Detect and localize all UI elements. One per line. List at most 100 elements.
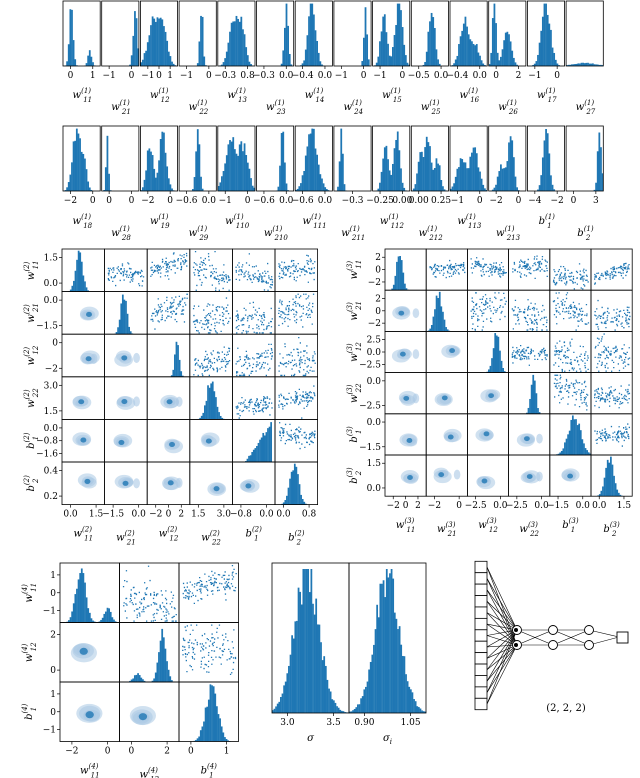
hist-bar — [222, 732, 225, 742]
density-core — [205, 438, 212, 444]
x-tick-label: −1 — [373, 71, 386, 81]
density-contour — [175, 396, 183, 407]
x-tick-label: −0.8 — [230, 510, 252, 520]
hist-bar — [309, 133, 312, 191]
hist-bar — [224, 737, 226, 742]
hist-bar — [135, 18, 138, 66]
hist-bar — [293, 463, 296, 505]
hist-bar — [229, 140, 231, 191]
x-tick-label: 2 — [415, 501, 421, 511]
hist-bar — [577, 63, 580, 66]
hist-bar — [300, 604, 303, 713]
cell-1-0 — [384, 289, 427, 332]
hist-bar — [76, 259, 78, 292]
hist-panel-w29 — [178, 125, 217, 192]
hist-bar — [163, 26, 165, 66]
density-core — [84, 478, 91, 484]
y-tick-label: −2.5 — [359, 402, 381, 412]
cell-2-2 — [178, 681, 239, 742]
x-tick-label: 0 — [245, 196, 251, 206]
density-contour — [412, 393, 420, 404]
hist-bar — [121, 294, 124, 335]
edge — [486, 623, 518, 646]
hist-bar — [246, 162, 249, 191]
diag-hist — [61, 248, 105, 292]
x-tick-label: −1 — [102, 71, 115, 81]
x-tick-label: 0.00 — [392, 196, 412, 206]
hist-bar — [233, 21, 236, 67]
cell-4-1 — [104, 418, 148, 463]
noise-histograms: 3.0 3.5 σ 0.90 1.05 σi — [271, 562, 427, 746]
hist-bar — [295, 466, 298, 505]
hist-bar — [414, 701, 417, 713]
density-contour — [133, 396, 140, 407]
hist-bar — [171, 61, 173, 66]
hist-bar — [196, 738, 199, 742]
cell-1-2 — [466, 289, 509, 332]
hist-bar — [382, 16, 385, 67]
x-axis-label-b2: b(3) 2 — [603, 521, 620, 538]
hist-bar — [75, 128, 78, 191]
hist-bar — [153, 18, 156, 66]
hist-bar — [366, 681, 369, 713]
scatter-points — [594, 384, 631, 409]
input-node — [474, 617, 488, 631]
hist-bar — [383, 14, 386, 66]
hist-bar — [475, 153, 478, 191]
hist-bar — [251, 185, 254, 191]
hist-bar — [69, 617, 72, 623]
hist-bar — [69, 9, 72, 66]
y-tick-label: 0 — [50, 589, 56, 599]
density-core — [398, 310, 405, 316]
x-axis-label-w11: w(4) 11 — [80, 763, 100, 778]
hist-bar — [79, 252, 82, 292]
diag-hist — [119, 622, 180, 683]
cell-2-1 — [119, 681, 180, 742]
hist-bar — [313, 614, 316, 713]
hist-bar — [317, 52, 320, 66]
hist-bar — [435, 158, 438, 191]
hist-bar — [221, 176, 223, 191]
hist-bar — [108, 173, 110, 191]
scatter-points — [470, 257, 507, 278]
hist-bar — [383, 147, 386, 191]
hist-bar — [290, 64, 293, 66]
hist-bar — [424, 147, 427, 191]
hist-bar — [213, 391, 216, 420]
hist-bar — [158, 652, 160, 682]
hist-bar — [167, 51, 170, 66]
hist-bar — [382, 158, 385, 191]
hist-bar — [511, 140, 514, 191]
hist-bar — [541, 16, 544, 66]
hist-bar — [277, 186, 280, 191]
x-axis-label-w12: w(4)12 — [139, 767, 159, 778]
hist-bar — [221, 417, 224, 420]
hist-bar — [303, 170, 306, 191]
hist-panel-w26 — [488, 0, 527, 67]
hist-bar — [208, 387, 211, 420]
hist-bar — [364, 7, 367, 67]
hist-bar — [238, 21, 241, 66]
hist-bar — [302, 569, 305, 713]
hist-bar — [238, 144, 241, 191]
hist-bar — [222, 171, 225, 191]
x-tick-label: −0.4 — [447, 71, 469, 81]
hist-bar — [391, 288, 394, 291]
hist-bar — [491, 189, 494, 191]
edge — [486, 629, 518, 693]
x-tick-label: 0 — [571, 196, 577, 206]
x-tick-label: 0 — [516, 196, 522, 206]
hist-bar — [142, 679, 144, 682]
hist-bar — [413, 699, 415, 713]
panel-frame — [178, 681, 239, 742]
hist-bar — [158, 18, 160, 66]
y-tick-label: 1.5 — [44, 407, 59, 417]
hist-bar — [512, 157, 515, 191]
hist-bar — [429, 21, 431, 67]
edge — [486, 589, 518, 646]
hist-bar — [203, 56, 206, 66]
hist-bar — [586, 450, 588, 455]
hist-bar — [600, 147, 602, 191]
hist-bar — [103, 189, 106, 191]
hist-bar — [232, 21, 235, 66]
